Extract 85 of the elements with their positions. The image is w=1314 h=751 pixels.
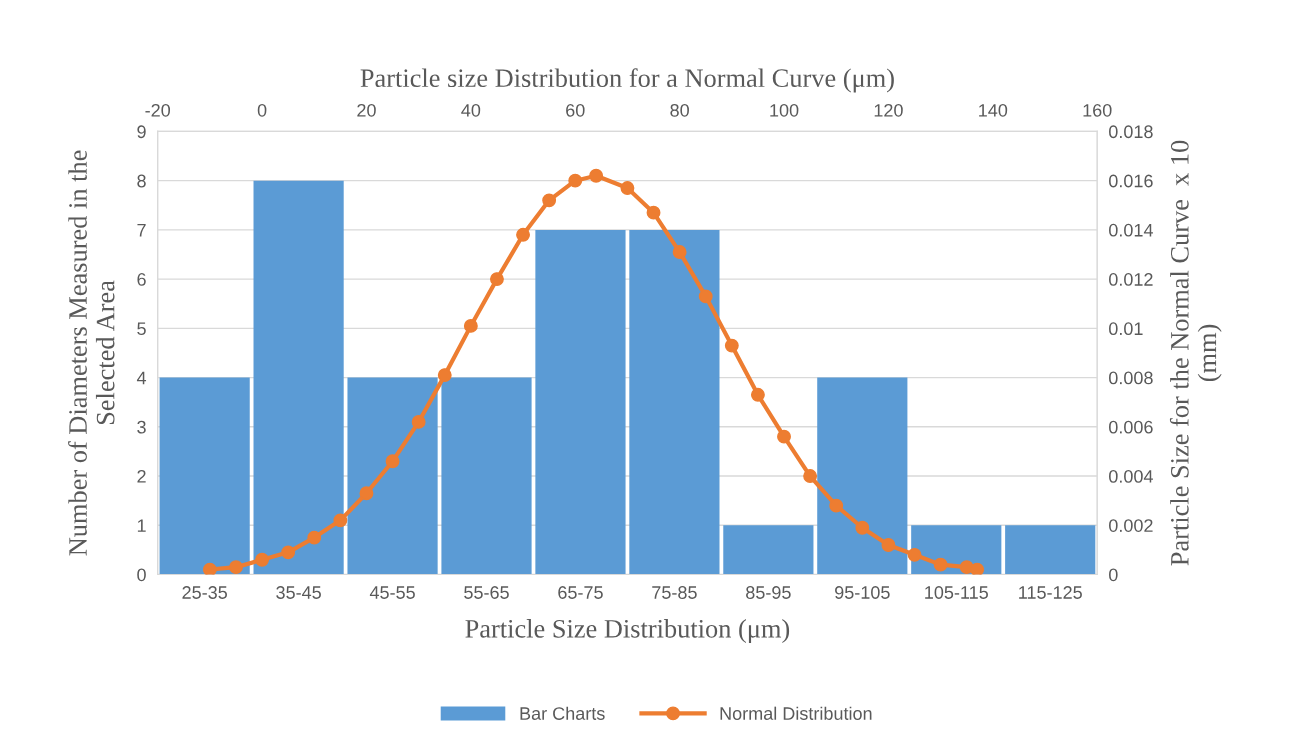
point: [646, 205, 661, 220]
x-axis-title: Particle size Distribution for a Normal Curve (μm): [360, 68, 894, 93]
point: [777, 429, 791, 444]
bar: [629, 229, 720, 575]
y-tick-label: 8: [137, 174, 146, 188]
point: [855, 520, 870, 535]
point: [672, 245, 687, 259]
x-tick-label: 160: [1083, 103, 1112, 117]
point: [307, 530, 322, 545]
y-tick-label: 3: [137, 420, 146, 434]
x-tick-label: 65-75: [558, 586, 603, 599]
x-tick-label: 140: [979, 103, 1008, 117]
x-tick-label: 115-125: [1019, 586, 1082, 599]
y-tick-label: 0.006: [1109, 420, 1153, 434]
y-tick-label: 0.012: [1109, 273, 1153, 286]
y-tick-label: 0.002: [1109, 519, 1153, 532]
x-tick-label: 80: [670, 103, 689, 117]
y-tick-label: 0.01: [1109, 322, 1143, 336]
bar: [347, 377, 438, 575]
point: [333, 513, 348, 528]
point: [589, 168, 604, 183]
y-tick-label: 0: [137, 568, 146, 582]
bar: [159, 377, 250, 575]
x-tick-label: 75-85: [652, 586, 697, 599]
y-tick-label: 4: [136, 371, 147, 385]
x-tick-label: 35-45: [276, 586, 321, 599]
y-tick-label: 5: [137, 322, 146, 336]
point: [229, 560, 243, 575]
y-tick-label: 9: [137, 125, 146, 139]
x-tick-label: 105-115: [925, 586, 988, 599]
point: [385, 454, 400, 469]
y-tick-label: 0.008: [1109, 371, 1153, 385]
x-tick-label: 60: [566, 103, 585, 117]
y-tick-label: 0.014: [1109, 223, 1153, 237]
point: [933, 557, 948, 572]
x-tick-label: 120: [874, 103, 903, 117]
x-tick-label: 95-105: [835, 586, 890, 599]
y-tick-label: 0.016: [1109, 174, 1153, 188]
y-tick-label: 6: [137, 273, 146, 286]
point: [970, 562, 985, 575]
point: [724, 338, 739, 353]
point: [411, 414, 426, 429]
point: [359, 486, 374, 501]
bar: [817, 377, 908, 575]
y-tick-label: 7: [137, 224, 146, 237]
point: [463, 318, 478, 333]
point: [803, 469, 818, 483]
x-tick-label: 100: [770, 103, 799, 117]
x-tick-label: 85-95: [746, 586, 791, 599]
point: [255, 552, 270, 567]
point: [568, 173, 583, 188]
y-axis-title: Number of Diameters Measured in the Selected Area: [68, 150, 115, 556]
point: [620, 181, 635, 195]
point: [542, 193, 557, 208]
point: [750, 387, 765, 402]
point: [490, 272, 504, 287]
y-tick-label: 0.018: [1109, 125, 1153, 139]
point: [202, 562, 217, 575]
point: [281, 545, 296, 560]
point: [516, 227, 530, 242]
x-tick-label: 45-55: [369, 586, 415, 599]
legend-label: Bar Charts: [520, 706, 605, 720]
point: [698, 289, 713, 304]
point: [881, 538, 896, 552]
y-tick-label: 1: [137, 519, 146, 532]
bar: [723, 525, 814, 575]
bar: [535, 229, 626, 575]
point: [907, 547, 922, 562]
x-tick-label: 25-35: [182, 586, 227, 599]
y-tick-label: 0: [1109, 568, 1118, 582]
bar: [1005, 525, 1096, 575]
x-tick-label: 40: [461, 103, 481, 117]
x-tick-label: -20: [145, 103, 171, 117]
bar: [253, 180, 344, 575]
y-tick-label: 2: [137, 469, 146, 483]
point: [829, 498, 844, 513]
y-axis-title: Particle Size for the Normal Curve x 10 (mm): [1169, 140, 1222, 566]
x-axis-title: Particle Size Distribution (μm): [465, 619, 790, 644]
bar: [441, 377, 532, 575]
x-tick-label: 20: [357, 103, 376, 117]
legend-label: Normal Distribution: [720, 706, 872, 720]
point: [437, 368, 452, 383]
x-tick-label: 0: [257, 103, 267, 117]
y-tick-label: 0.004: [1109, 469, 1153, 483]
x-tick-label: 55-65: [464, 586, 509, 599]
